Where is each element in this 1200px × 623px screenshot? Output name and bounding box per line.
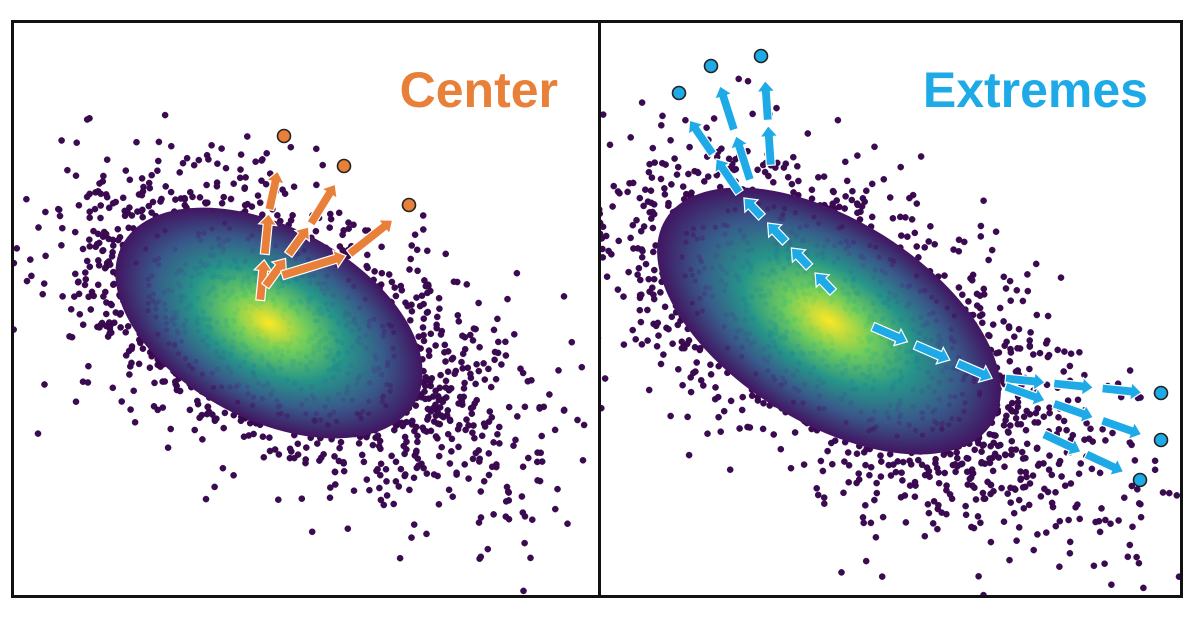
arrow-segment	[1003, 381, 1046, 407]
arrow-segment	[870, 321, 909, 347]
arrow-segment	[729, 135, 756, 183]
arrow-segment	[1052, 376, 1095, 397]
arrow-segment	[1083, 449, 1125, 477]
endpoint-dot	[336, 158, 352, 174]
extremes-panel: Extremes	[598, 20, 1183, 598]
arrow-segment	[912, 340, 951, 365]
arrow-segment	[1040, 429, 1082, 457]
endpoint-dot	[753, 48, 769, 64]
arrow-segment	[790, 247, 814, 271]
arrow-segment	[252, 258, 274, 302]
endpoint-dot	[401, 197, 417, 213]
extremes-title: Extremes	[922, 62, 1148, 118]
arrow-segment	[283, 226, 311, 259]
arrow-segment	[755, 79, 777, 122]
arrow-segment	[306, 183, 338, 227]
arrow-segment	[1099, 415, 1143, 441]
arrow-segment	[713, 85, 740, 133]
arrow-segment	[687, 119, 718, 158]
arrow-segment	[714, 158, 744, 197]
arrow-segment	[257, 212, 278, 256]
arrow-segment	[766, 222, 790, 246]
arrow-segment	[264, 170, 286, 212]
center-panel: Center	[11, 20, 601, 598]
endpoint-dot	[1153, 432, 1169, 448]
endpoint-dot	[1132, 472, 1148, 488]
arrow-segment	[279, 249, 347, 281]
endpoint-dot	[276, 128, 292, 144]
arrow-segment	[814, 272, 838, 296]
endpoint-dot	[1153, 385, 1169, 401]
arrow-segment	[345, 219, 394, 259]
arrow-segment	[1004, 371, 1046, 392]
arrow-segment	[1051, 398, 1095, 424]
endpoint-dot	[703, 58, 719, 74]
center-title: Center	[399, 62, 558, 118]
extremes-scatter-plot	[601, 48, 1180, 595]
arrow-segment	[1100, 381, 1143, 402]
arrow-segment	[954, 358, 994, 384]
arrow-segment	[743, 197, 767, 221]
density-cloud	[601, 75, 1180, 595]
density-cloud	[14, 111, 588, 595]
endpoint-dot	[671, 85, 687, 101]
arrow-segment	[758, 124, 780, 167]
center-scatter-plot	[14, 111, 588, 595]
